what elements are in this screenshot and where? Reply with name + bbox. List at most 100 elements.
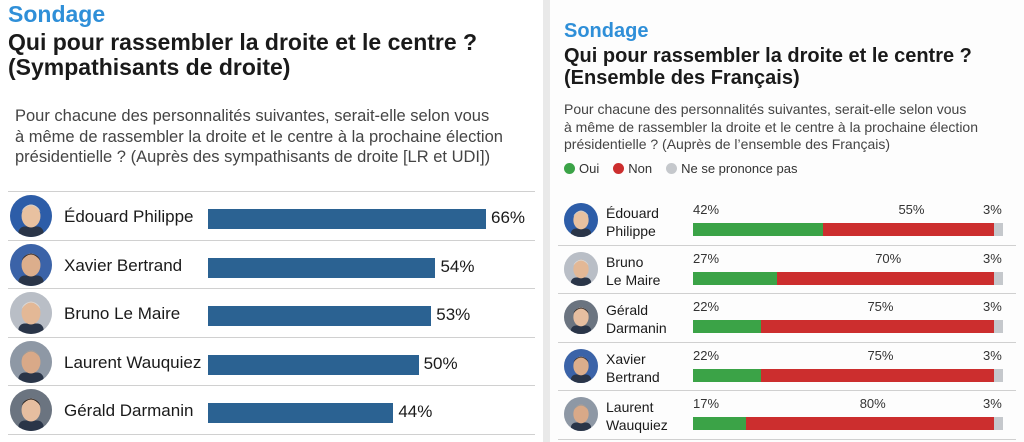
right-avatar-laurent-wauquiez [564,397,598,431]
left-title-line-1: Qui pour rassembler la droite et le cent… [8,29,478,55]
legend-nsp-label: Ne se prononce pas [681,161,798,176]
avatar-edouard-philippe [10,195,52,237]
right-title-line-2: (Ensemble des Français) [564,66,800,89]
left-row-divider [8,288,535,289]
right-avatar-edouard-philippe [564,203,598,237]
left-bar-gerald-darmanin [208,403,394,423]
legend-non-label: Non [628,161,653,176]
right-description-line-1: Pour chacune des personnalités suivantes… [564,101,967,117]
right-bar-ne-se-prononce-pas-xavier-bertrand [993,368,1003,382]
left-row-divider [8,239,535,241]
right-label-oui-gerald-darmanin: 22% [693,299,720,314]
right-label-non-edouard-philippe: 55% [898,202,925,217]
left-value-label-laurent-wauquiez: 50% [423,353,458,373]
right-bar-oui-edouard-philippe [693,223,824,236]
left-bar-bruno-le-maire [208,306,432,326]
right-name-line-2: Le Maire [606,271,661,288]
right-name-line-1: Édouard [606,205,659,221]
right-name-line-2: Darmanin [606,320,667,337]
right-bar-ne-se-prononce-pas-gerald-darmanin [993,320,1003,333]
legend-non-swatch [613,163,625,174]
left-description-line-2: à même de rassembler la droite et le cen… [15,127,503,146]
left-row-divider [8,385,535,386]
right-bar-ne-se-prononce-pas-bruno-le-maire [993,271,1003,285]
legend-nsp-swatch [666,163,678,174]
right-title: Qui pour rassembler la droite et le cent… [564,45,972,89]
left-name-bruno-le-maire: Bruno Le Maire [64,304,181,323]
right-bar-ne-se-prononce-pas-laurent-wauquiez [993,417,1003,430]
right-label-non-xavier-bertrand: 75% [867,347,894,363]
right-row-divider [558,390,1016,391]
right-description: Pour chacune des personnalités suivantes… [564,101,978,154]
right-label-non-laurent-wauquiez: 80% [859,396,886,411]
right-label-ne-se-prononce-pas-laurent-wauquiez: 3% [983,396,1002,411]
right-avatar-gerald-darmanin [564,300,598,334]
right-name-line-2: Philippe [606,223,656,240]
legend-non: Non [613,161,652,176]
right-label-ne-se-prononce-pas-xavier-bertrand: 3% [983,347,1002,363]
right-legend: Oui Non Ne se prononce pas [564,161,805,176]
right-row-divider [558,341,1016,343]
right-name-gerald-darmanin: Gérald Darmanin [606,301,667,337]
right-label-oui-xavier-bertrand: 22% [693,347,720,363]
right-name-line-1: Bruno [606,253,644,270]
right-name-line-1: Gérald [606,302,649,318]
left-value-label-gerald-darmanin: 44% [398,402,433,421]
right-avatar-xavier-bertrand [564,348,598,383]
left-name-gerald-darmanin: Gérald Darmanin [64,401,194,420]
right-name-edouard-philippe: Édouard Philippe [606,204,659,240]
right-bar-non-bruno-le-maire [776,271,994,285]
right-name-line-2: Wauquiez [606,417,668,434]
left-row-divider [8,336,535,338]
left-bar-laurent-wauquiez [208,354,419,375]
left-name-xavier-bertrand: Xavier Bertrand [64,255,183,275]
left-bar-edouard-philippe [208,209,486,229]
right-label-oui-edouard-philippe: 42% [693,202,720,217]
right-poll-panel: Sondage Qui pour rassembler la droite et… [550,0,1024,442]
left-value-label-bruno-le-maire: 53% [436,305,471,324]
right-bar-non-edouard-philippe [823,223,994,236]
right-bar-oui-xavier-bertrand [693,368,762,382]
right-title-line-1: Qui pour rassembler la droite et le cent… [564,45,972,67]
left-description-line-1: Pour chacune des personnalités suivantes… [15,107,490,125]
left-value-label-edouard-philippe: 66% [491,208,526,227]
right-kicker: Sondage [564,20,649,42]
avatar-xavier-bertrand [10,243,52,286]
right-row-divider [558,244,1016,246]
legend-oui-label: Oui [579,161,600,176]
right-bar-oui-bruno-le-maire [693,271,777,285]
right-bar-non-xavier-bertrand [761,368,994,382]
right-bar-ne-se-prononce-pas-edouard-philippe [993,223,1003,236]
right-bar-non-laurent-wauquiez [745,417,994,430]
right-label-oui-laurent-wauquiez: 17% [693,396,720,411]
left-description-line-3: présidentielle ? (Auprès des sympathisan… [15,148,491,167]
left-row-divider [8,433,535,435]
right-avatar-bruno-le-maire [564,251,598,286]
right-bar-non-gerald-darmanin [761,320,994,333]
avatar-laurent-wauquiez [10,340,52,383]
right-name-bruno-le-maire: Bruno Le Maire [606,253,660,289]
right-label-ne-se-prononce-pas-bruno-le-maire: 3% [983,250,1002,266]
right-row-divider [558,438,1016,440]
left-name-edouard-philippe: Édouard Philippe [64,207,194,226]
left-description: Pour chacune des personnalités suivantes… [15,106,503,168]
right-name-laurent-wauquiez: Laurent Wauquiez [606,398,668,434]
left-poll-panel: Sondage Qui pour rassembler la droite et… [0,0,543,442]
legend-nsp: Ne se prononce pas [666,161,797,176]
left-title: Qui pour rassembler la droite et le cent… [8,30,477,80]
right-bar-oui-gerald-darmanin [693,320,762,333]
right-name-xavier-bertrand: Xavier Bertrand [606,350,660,386]
right-row-divider [558,293,1016,294]
right-description-line-3: présidentielle ? (Auprès de l’ensemble d… [564,136,891,152]
left-value-label-xavier-bertrand: 54% [440,256,475,276]
right-bar-oui-laurent-wauquiez [693,417,746,430]
avatar-bruno-le-maire [10,292,52,334]
right-name-line-1: Laurent [606,399,654,415]
left-row-divider [8,191,535,192]
left-bar-xavier-bertrand [208,257,436,278]
left-title-line-2: (Sympathisants de droite) [8,53,291,80]
left-kicker: Sondage [8,1,106,27]
right-name-line-2: Bertrand [606,368,660,385]
right-label-ne-se-prononce-pas-gerald-darmanin: 3% [983,299,1002,314]
right-label-non-gerald-darmanin: 75% [867,299,894,314]
